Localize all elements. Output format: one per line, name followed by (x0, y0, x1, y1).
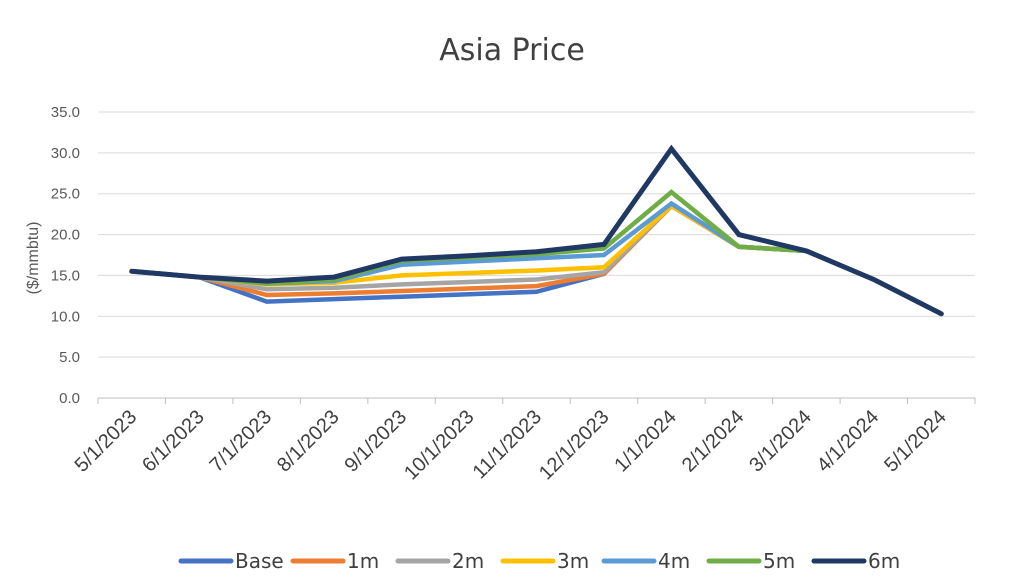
legend-label: 1m (347, 549, 379, 573)
x-tick-label: 2/1/2024 (678, 406, 749, 477)
x-tick-label: 5/1/2024 (880, 406, 951, 477)
x-tick-label: 11/1/2023 (469, 406, 546, 483)
y-tick-label: 5.0 (59, 349, 80, 366)
x-tick-label: 12/1/2023 (535, 406, 613, 484)
x-tick-labels: 5/1/20236/1/20237/1/20238/1/20239/1/2023… (71, 406, 951, 484)
y-tick-label: 35.0 (51, 104, 80, 121)
legend-item-6m: 6m (811, 549, 900, 573)
x-tick-label: 9/1/2023 (341, 406, 412, 477)
x-tick-label: 1/1/2024 (610, 406, 681, 477)
legend-item-5m: 5m (706, 549, 795, 573)
legend-label: 5m (763, 549, 795, 573)
y-tick-label: 10.0 (51, 308, 80, 325)
x-tick-label: 7/1/2023 (206, 406, 277, 477)
legend-label: 6m (868, 549, 900, 573)
y-tick-label: 20.0 (51, 227, 80, 244)
series-lines (129, 144, 944, 317)
y-tick-label: 0.0 (59, 390, 80, 407)
x-tick-label: 3/1/2024 (745, 406, 816, 477)
legend-item-2m: 2m (395, 549, 484, 573)
legend-label: 4m (658, 549, 690, 573)
y-tick-labels: 0.0 5.0 10.0 15.0 20.0 25.0 30.0 35.0 (51, 104, 80, 407)
legend-item-3m: 3m (500, 549, 589, 573)
legend-item-4m: 4m (601, 549, 690, 573)
legend-item-base: Base (178, 549, 284, 573)
y-tick-label: 25.0 (51, 186, 80, 203)
chart-title: Asia Price (439, 33, 585, 68)
x-tick-label: 8/1/2023 (273, 406, 344, 477)
legend-label: Base (235, 549, 284, 573)
x-tick-label: 6/1/2023 (138, 406, 209, 477)
legend: Base 1m 2m 3m 4m 5m 6m (178, 549, 900, 573)
legend-item-1m: 1m (290, 549, 379, 573)
gridlines (97, 111, 976, 404)
x-tick-label: 4/1/2024 (813, 406, 884, 477)
y-axis-label: ($/mmbtu) (25, 222, 42, 295)
legend-label: 3m (557, 549, 589, 573)
y-tick-label: 15.0 (51, 267, 80, 284)
x-tick-label: 5/1/2023 (71, 406, 142, 477)
y-tick-label: 30.0 (51, 145, 80, 162)
series-line-6m (129, 144, 944, 317)
legend-label: 2m (452, 549, 484, 573)
x-tick-label: 10/1/2023 (400, 406, 478, 484)
